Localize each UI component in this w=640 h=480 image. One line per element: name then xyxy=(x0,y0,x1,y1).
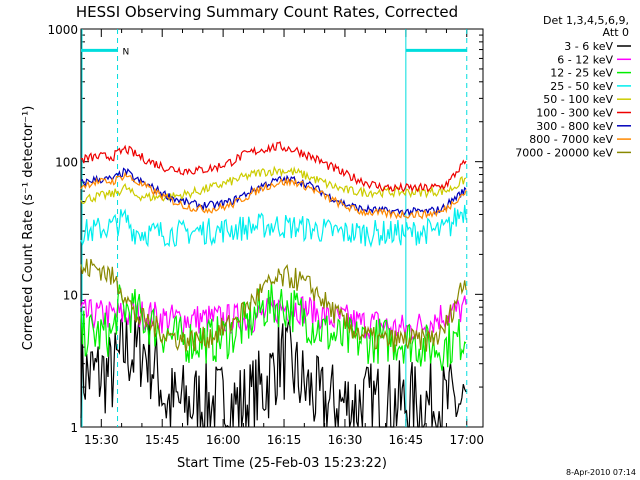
legend-entry: 25 - 50 keV xyxy=(550,80,613,93)
legend-entry: 50 - 100 keV xyxy=(543,93,613,106)
y-tick-label: 1000 xyxy=(47,23,78,37)
x-tick-label: 17:00 xyxy=(449,433,484,447)
series-line xyxy=(80,204,467,248)
legend-header: Att 0 xyxy=(603,26,629,39)
legend-header: Det 1,3,4,5,6,9, xyxy=(543,14,629,27)
x-tick-label: 15:45 xyxy=(145,433,180,447)
y-axis-label: Corrected Count Rate (s⁻¹ detector⁻¹) xyxy=(21,106,36,351)
y-tick-label: 10 xyxy=(63,288,78,302)
legend-entry: 12 - 25 keV xyxy=(550,67,613,80)
x-tick-labels: 15:30 15:45 16:00 16:15 16:30 16:45 17:00 xyxy=(84,433,484,447)
y-tick-labels: 1 10 100 1000 xyxy=(47,23,78,435)
x-tick-label: 16:30 xyxy=(328,433,363,447)
timestamp: 8-Apr-2010 07:14 xyxy=(566,468,636,477)
x-tick-label: 16:45 xyxy=(389,433,424,447)
legend-entry: 100 - 300 keV xyxy=(536,107,613,120)
series-line xyxy=(80,281,467,371)
series-line xyxy=(80,295,467,341)
series-line xyxy=(80,315,467,429)
x-tick-label: 16:15 xyxy=(267,433,302,447)
x-axis-label: Start Time (25-Feb-03 15:23:22) xyxy=(177,456,387,471)
series-line xyxy=(80,258,467,353)
legend-entry: 6 - 12 keV xyxy=(557,53,613,66)
y-tick-label: 100 xyxy=(55,156,78,170)
legend-entry: 7000 - 20000 keV xyxy=(515,146,613,159)
series-line xyxy=(81,141,467,193)
legend-entry: 800 - 7000 keV xyxy=(529,133,613,146)
legend-entry: 3 - 6 keV xyxy=(564,40,613,53)
plot-frame xyxy=(80,28,484,428)
chart-title: HESSI Observing Summary Count Rates, Cor… xyxy=(76,3,458,21)
x-tick-label: 16:00 xyxy=(206,433,241,447)
y-tick-label: 1 xyxy=(70,421,78,435)
legend-entry: 300 - 800 keV xyxy=(536,120,613,133)
series-line xyxy=(80,171,467,220)
series-layer xyxy=(80,141,467,429)
series-line xyxy=(80,165,467,205)
x-tick-label: 15:30 xyxy=(84,433,119,447)
bar-tag: N xyxy=(123,47,130,57)
